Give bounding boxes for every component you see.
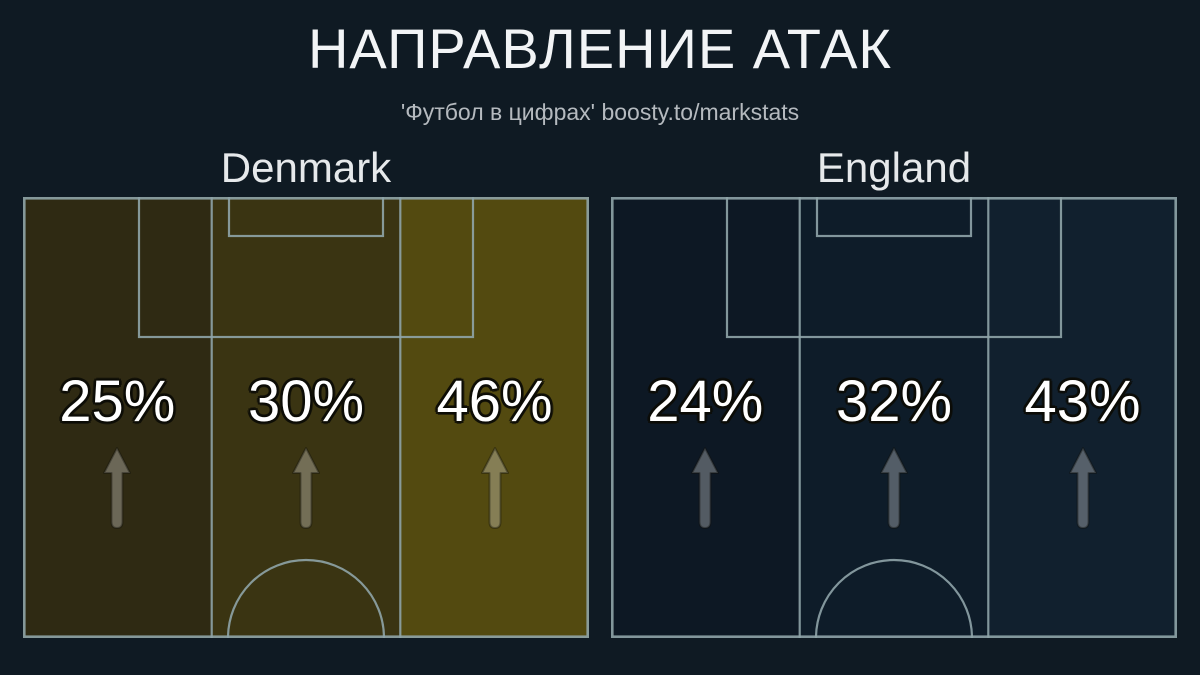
team-label-denmark: Denmark bbox=[220, 144, 392, 191]
lane-centre-fill bbox=[212, 197, 401, 638]
percent-label: 24% bbox=[647, 369, 764, 434]
centre-circle-arc bbox=[814, 558, 974, 638]
pitch-map-denmark bbox=[23, 197, 589, 638]
percent-label: 30% bbox=[247, 369, 365, 434]
lane-centre-fill bbox=[800, 197, 989, 638]
up-arrow-icon bbox=[691, 447, 720, 529]
lane-stat-left: 25% bbox=[23, 372, 212, 530]
percent-label: 25% bbox=[59, 369, 176, 434]
pitch-border bbox=[611, 197, 1177, 638]
pitch-map-england bbox=[611, 197, 1177, 638]
pitch-england: 24% 32% 43% bbox=[611, 197, 1177, 638]
team-label-england: England bbox=[816, 144, 972, 191]
up-arrow-icon bbox=[1068, 447, 1097, 529]
percent-label: 46% bbox=[436, 369, 553, 434]
lane-left-fill bbox=[611, 197, 800, 638]
six-yard-box bbox=[227, 197, 385, 238]
up-arrow-icon bbox=[103, 447, 132, 529]
credit-subtitle: 'Футбол в цифрах' boosty.to/markstats bbox=[400, 99, 800, 125]
pitch-denmark: 25% 30% 46% bbox=[23, 197, 589, 638]
pitch-border bbox=[23, 197, 589, 638]
page-title: НАПРАВЛЕНИЕ АТАК bbox=[307, 17, 893, 80]
lane-stat-centre: 30% bbox=[212, 372, 401, 530]
up-arrow-icon bbox=[480, 447, 509, 529]
penalty-box bbox=[137, 197, 475, 339]
lane-left-fill bbox=[23, 197, 212, 638]
centre-circle-arc bbox=[226, 558, 386, 638]
lane-right-fill bbox=[400, 197, 589, 638]
lane-stat-right: 46% bbox=[400, 372, 589, 530]
lane-stat-right: 43% bbox=[988, 372, 1177, 530]
pitch-lines bbox=[23, 197, 589, 638]
lane-stat-centre: 32% bbox=[800, 372, 989, 530]
up-arrow-icon bbox=[879, 447, 908, 529]
lane-stat-left: 24% bbox=[611, 372, 800, 530]
six-yard-box bbox=[815, 197, 973, 238]
percent-label: 32% bbox=[835, 369, 953, 434]
percent-label: 43% bbox=[1024, 369, 1141, 434]
pitch-lines bbox=[611, 197, 1177, 638]
lane-right-fill bbox=[988, 197, 1177, 638]
up-arrow-icon bbox=[291, 447, 320, 529]
penalty-box bbox=[725, 197, 1063, 339]
